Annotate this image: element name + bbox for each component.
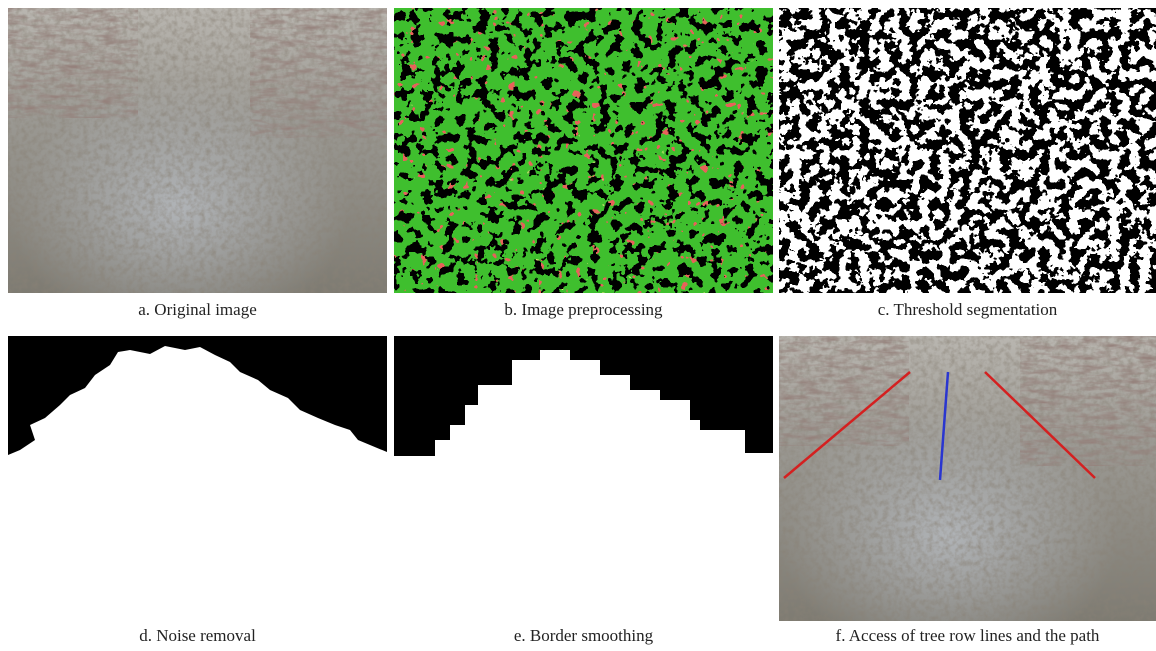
- caption: a. Original image: [138, 300, 257, 319]
- panel-threshold: [779, 8, 1156, 293]
- caption: e. Border smoothing: [514, 626, 654, 645]
- panel-original: [8, 8, 387, 293]
- figure: a. Original image b. Image preprocessing…: [0, 0, 1156, 651]
- caption: d. Noise removal: [139, 626, 256, 645]
- caption: f. Access of tree row lines and the path: [836, 626, 1100, 645]
- panel-noise-removal: [8, 336, 387, 621]
- caption: b. Image preprocessing: [504, 300, 663, 319]
- panel-border-smoothing: [394, 336, 773, 621]
- panel-row-lines: [779, 336, 1156, 621]
- caption: c. Threshold segmentation: [878, 300, 1058, 319]
- panel-preprocessing: [394, 8, 773, 293]
